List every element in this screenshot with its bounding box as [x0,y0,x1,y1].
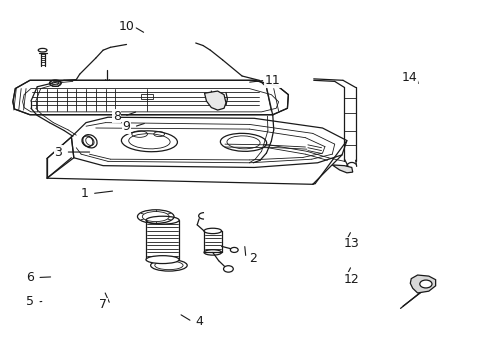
Text: 11: 11 [264,74,280,87]
Text: 7: 7 [99,298,107,311]
Text: 6: 6 [26,271,34,284]
Ellipse shape [146,256,179,264]
Ellipse shape [419,280,431,288]
Ellipse shape [38,48,47,52]
Ellipse shape [223,266,233,272]
Polygon shape [409,275,435,293]
Text: 5: 5 [26,296,34,309]
Text: 2: 2 [249,252,257,265]
Ellipse shape [230,247,238,252]
Polygon shape [13,80,288,115]
Text: 4: 4 [195,315,203,328]
Text: 9: 9 [122,121,130,134]
Text: 13: 13 [343,237,359,250]
Ellipse shape [203,228,221,234]
Text: 8: 8 [113,110,121,123]
Text: 12: 12 [343,273,359,286]
Text: 14: 14 [401,71,416,84]
Text: 1: 1 [81,187,88,200]
Polygon shape [204,91,225,110]
Text: 3: 3 [54,145,62,158]
Polygon shape [331,165,352,173]
Text: 10: 10 [118,20,134,33]
